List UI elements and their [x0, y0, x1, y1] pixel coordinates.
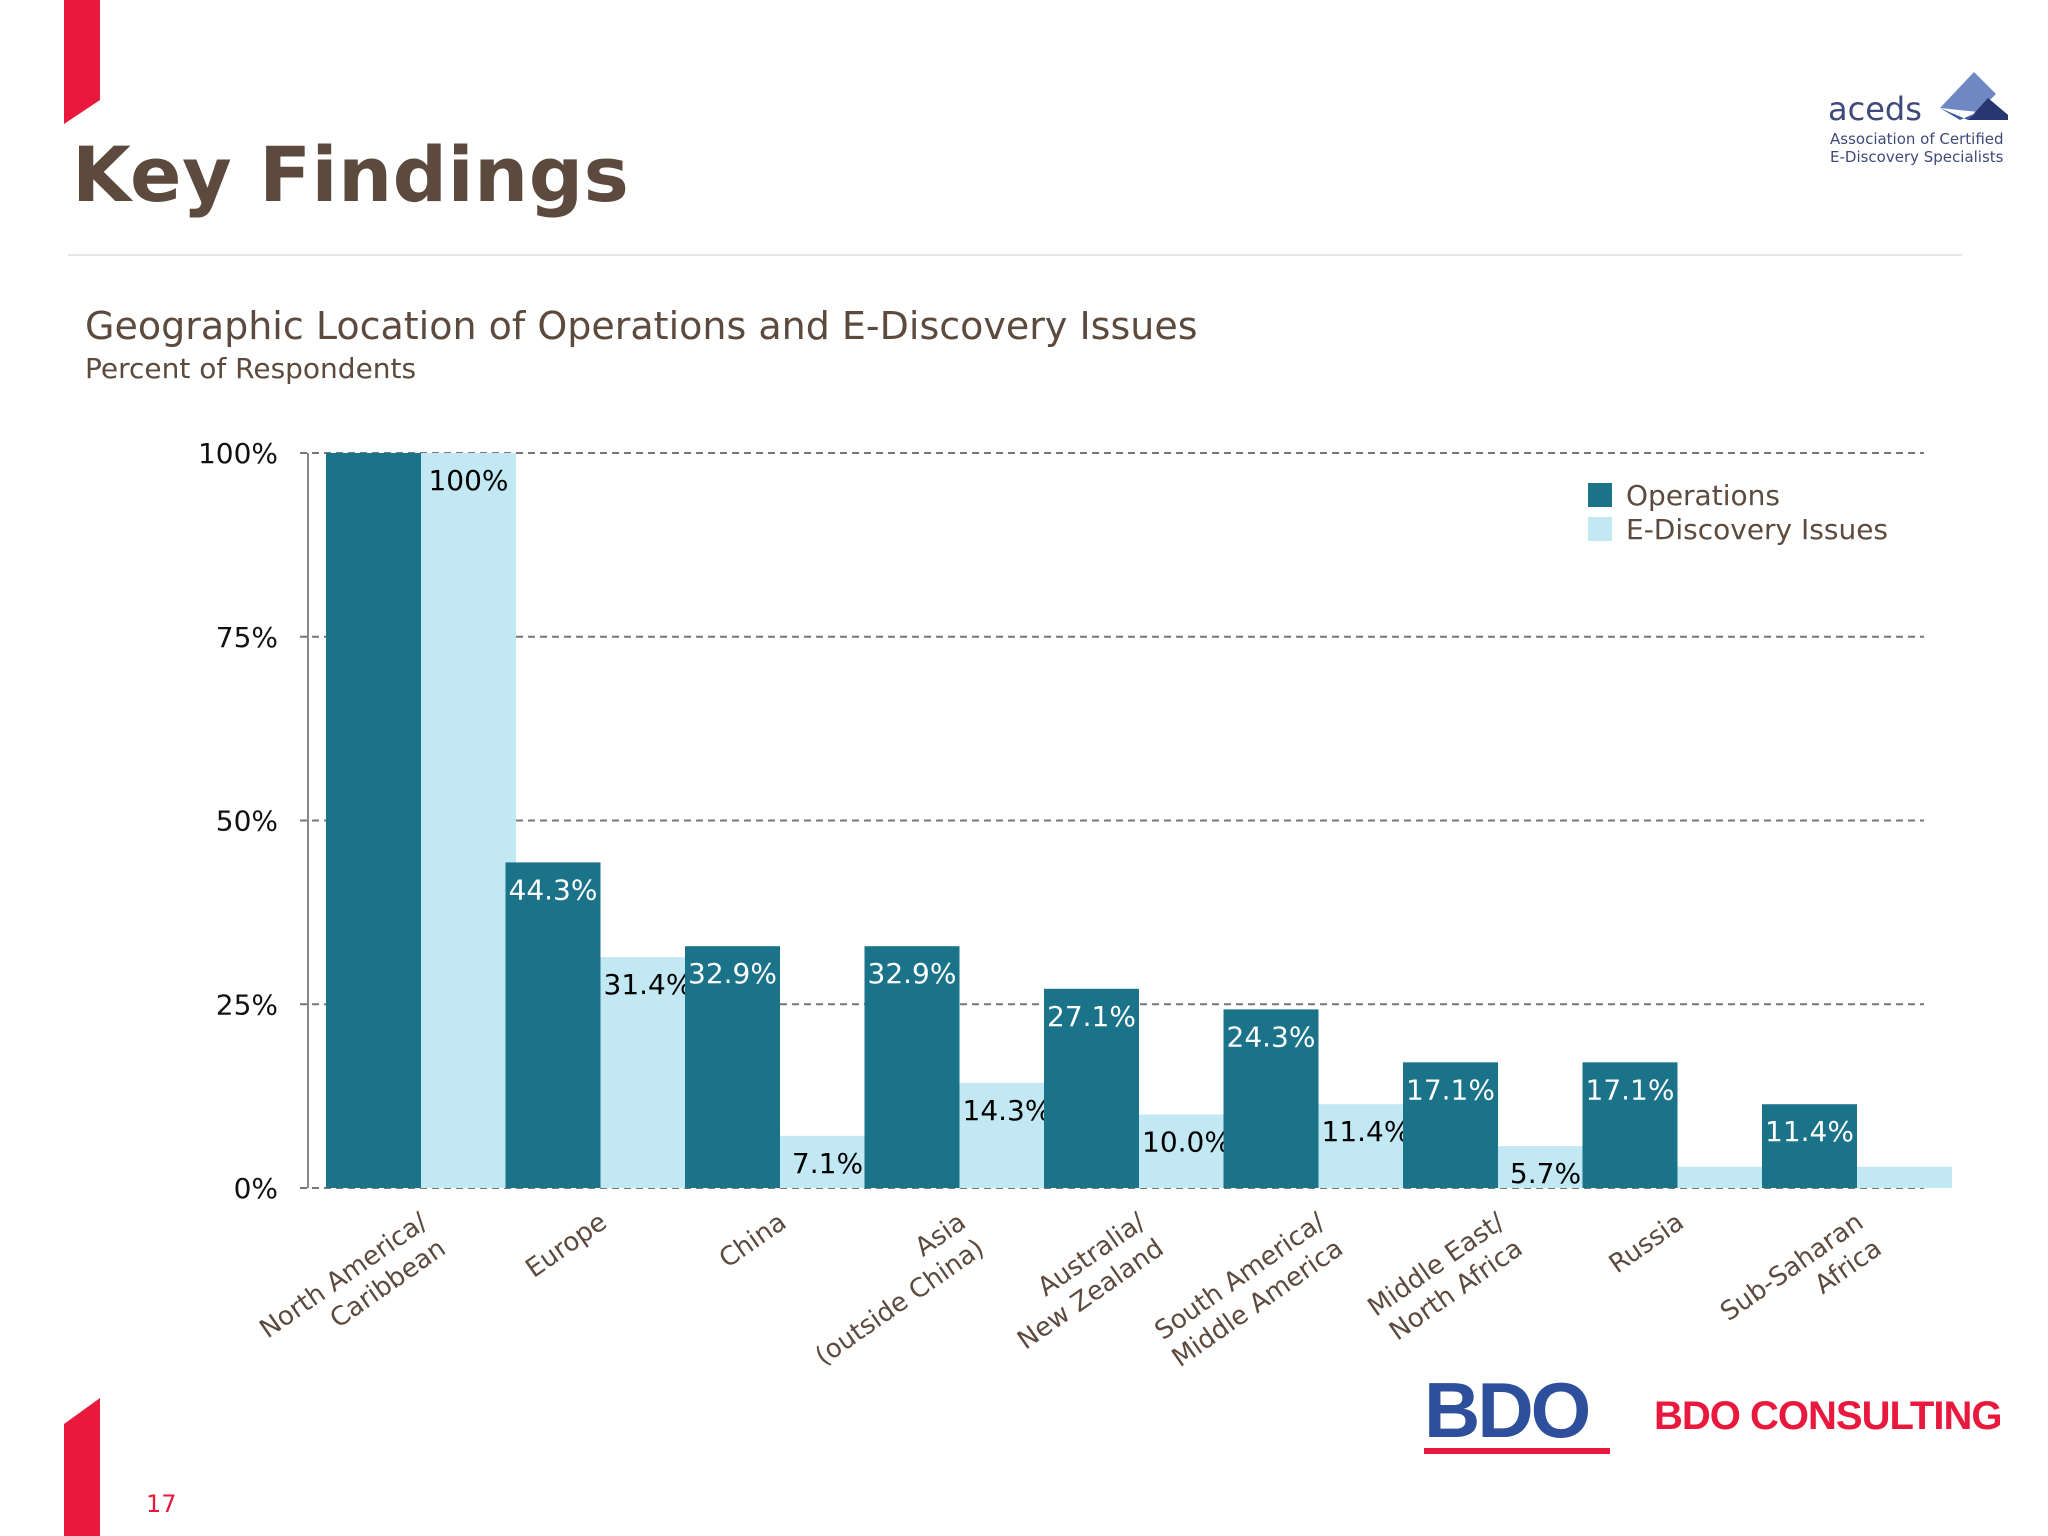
bar [505, 862, 601, 1188]
data-label: 31.4% [604, 968, 693, 1001]
x-tick-label-line: China [714, 1207, 792, 1274]
bar [421, 453, 516, 1188]
data-label: 14.3% [963, 1094, 1052, 1127]
legend-swatch-ediscovery [1588, 517, 1612, 541]
x-tick-label: Australia/New Zealand [994, 1207, 1170, 1356]
top-left-accent [64, 0, 100, 124]
x-tick-label-line: Europe [520, 1207, 612, 1284]
bdo-consulting-wordmark: BDO CONSULTING [1654, 1394, 2002, 1438]
bar [1582, 1062, 1678, 1188]
x-tick-label: South America/Middle America [1148, 1207, 1349, 1373]
x-tick-label: Europe [520, 1207, 612, 1284]
data-label: 32.9% [688, 957, 777, 990]
x-tick-label-line: Russia [1604, 1207, 1690, 1280]
page-title: Key Findings [72, 130, 630, 219]
bottom-left-accent [64, 1398, 100, 1536]
x-tick-label: Sub-SaharanAfrica [1715, 1207, 1887, 1353]
data-label: 11.4% [1322, 1115, 1411, 1148]
data-label: 44.3% [509, 873, 598, 906]
bar [1139, 1114, 1234, 1188]
legend-swatch-operations [1588, 483, 1612, 507]
legend-item-operations: Operations [1588, 478, 1888, 512]
data-label: 17.1% [1406, 1073, 1495, 1106]
bdo-logo-underline [1424, 1448, 1610, 1454]
bar [780, 1135, 875, 1188]
bar [1318, 1104, 1414, 1188]
x-tick-label: Asia(outside China) [792, 1207, 990, 1372]
data-label: 17.1% [1586, 1073, 1675, 1106]
y-tick-label: 0% [234, 1172, 278, 1205]
x-tick-label-line: (outside China) [810, 1233, 990, 1372]
legend-label-ediscovery: E-Discovery Issues [1626, 512, 1889, 546]
title-divider [68, 254, 1962, 256]
aceds-tagline-line2: E-Discovery Specialists [1830, 148, 2004, 166]
legend-label-operations: Operations [1626, 478, 1780, 512]
bar [1498, 1146, 1593, 1188]
data-label: 5.7% [1510, 1157, 1581, 1190]
data-label: 24.3% [1227, 1020, 1316, 1053]
y-tick-label: 25% [216, 988, 278, 1021]
page-number: 17 [146, 1490, 177, 1518]
bar [1762, 1104, 1857, 1188]
x-tick-label: North America/Caribbean [254, 1207, 451, 1371]
chart-title: Geographic Location of Operations and E-… [85, 304, 1198, 348]
data-label: 32.9% [868, 957, 957, 990]
bar [1403, 1062, 1498, 1188]
x-tick-label: China [714, 1207, 792, 1274]
bar [326, 453, 421, 1188]
chart-subtitle: Percent of Respondents [85, 352, 417, 385]
y-tick-label: 50% [216, 805, 278, 838]
y-tick-label: 75% [216, 621, 278, 654]
bdo-logo: BDO [1424, 1366, 1591, 1454]
aceds-tagline-line1: Association of Certified [1830, 130, 2004, 148]
data-label: 7.1% [792, 1147, 863, 1180]
data-label: 10.0% [1142, 1126, 1231, 1159]
aceds-logo [1940, 72, 2008, 120]
bar [1223, 1009, 1319, 1188]
bar [1677, 1166, 1773, 1188]
aceds-wordmark: aceds [1828, 90, 1922, 128]
x-tick-label: Middle East/North Africa [1363, 1207, 1529, 1349]
bar [600, 957, 696, 1188]
data-label: 27.1% [1047, 1000, 1136, 1033]
x-tick-label: Russia [1604, 1207, 1690, 1280]
legend-item-ediscovery: E-Discovery Issues [1588, 512, 1888, 546]
bar [1857, 1166, 1952, 1188]
data-label: 11.4% [1765, 1115, 1854, 1148]
bar [959, 1082, 1055, 1188]
bar [685, 946, 780, 1188]
bar [864, 946, 960, 1188]
data-label: 100% [428, 464, 508, 497]
chart-legend: Operations E-Discovery Issues [1588, 478, 1888, 546]
y-tick-label: 100% [198, 437, 278, 470]
bar [1044, 988, 1139, 1188]
